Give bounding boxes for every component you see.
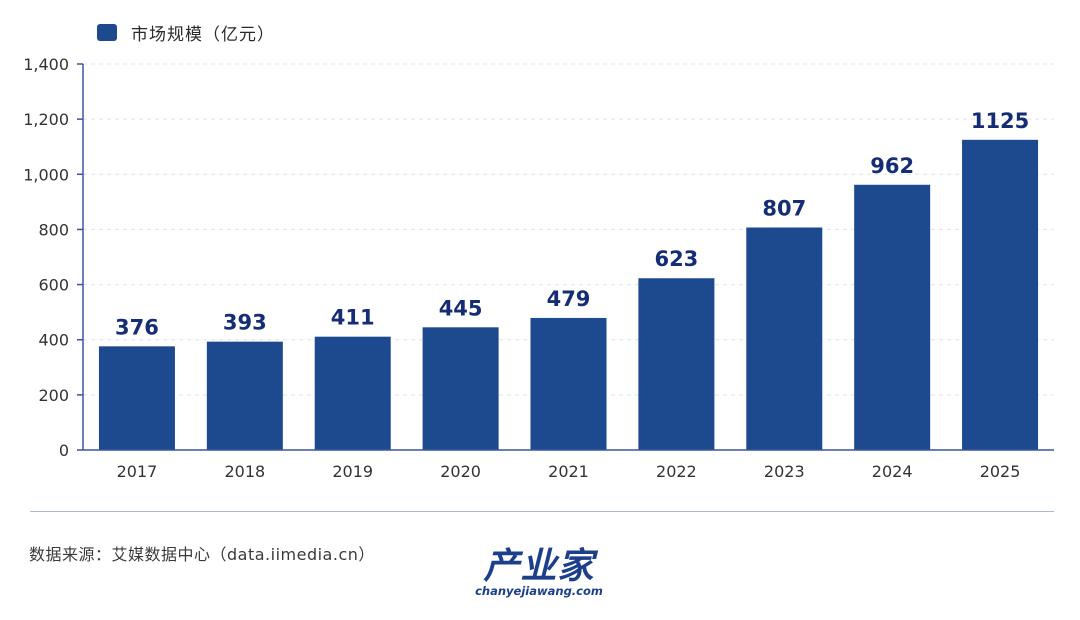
y-tick-label: 1,200	[23, 110, 69, 129]
data-label: 479	[547, 287, 591, 311]
y-tick-label: 1,000	[23, 165, 69, 184]
bar	[530, 317, 607, 450]
x-tick-label: 2018	[224, 462, 265, 481]
bar	[422, 327, 499, 450]
data-label: 411	[331, 306, 375, 330]
data-label: 1125	[971, 109, 1029, 133]
x-tick-label: 2025	[980, 462, 1021, 481]
bar	[638, 278, 715, 450]
x-tick-label: 2023	[764, 462, 805, 481]
x-tick-label: 2020	[440, 462, 481, 481]
brand-name: 产业家	[483, 546, 595, 587]
data-label: 962	[870, 154, 914, 178]
bar-chart: 0 200 400 600 800 1,000 1,200 1,400 376 2017 393 20…	[23, 55, 1054, 481]
x-tick-label: 2024	[872, 462, 913, 481]
data-label: 445	[439, 296, 483, 320]
data-label: 376	[115, 315, 159, 339]
legend-swatch	[97, 23, 117, 41]
legend-label: 市场规模（亿元）	[131, 24, 275, 45]
data-label: 623	[654, 247, 698, 271]
y-tick-label: 600	[38, 276, 69, 295]
data-label: 807	[762, 196, 806, 220]
y-tick-label: 800	[38, 220, 69, 239]
divider	[30, 511, 1054, 512]
data-label: 393	[223, 311, 267, 335]
bar	[854, 184, 931, 450]
x-tick-label: 2022	[656, 462, 697, 481]
y-tick-label: 200	[38, 386, 69, 405]
bar	[314, 336, 391, 450]
x-tick-label: 2017	[117, 462, 158, 481]
y-tick-label: 1,400	[23, 55, 69, 74]
brand-logo: 产业家 chanyejiawang.com	[462, 546, 616, 599]
y-tick-label: 0	[59, 441, 69, 460]
bar	[98, 346, 175, 450]
x-tick-label: 2021	[548, 462, 589, 481]
brand-domain: chanyejiawang.com	[475, 584, 603, 598]
bar	[206, 341, 283, 450]
y-tick-label: 400	[38, 331, 69, 350]
legend: 市场规模（亿元）	[97, 20, 275, 45]
x-tick-label: 2019	[332, 462, 373, 481]
bar	[746, 227, 823, 450]
source-note: 数据来源：艾媒数据中心（data.iimedia.cn）	[29, 545, 375, 564]
bar	[962, 139, 1039, 451]
